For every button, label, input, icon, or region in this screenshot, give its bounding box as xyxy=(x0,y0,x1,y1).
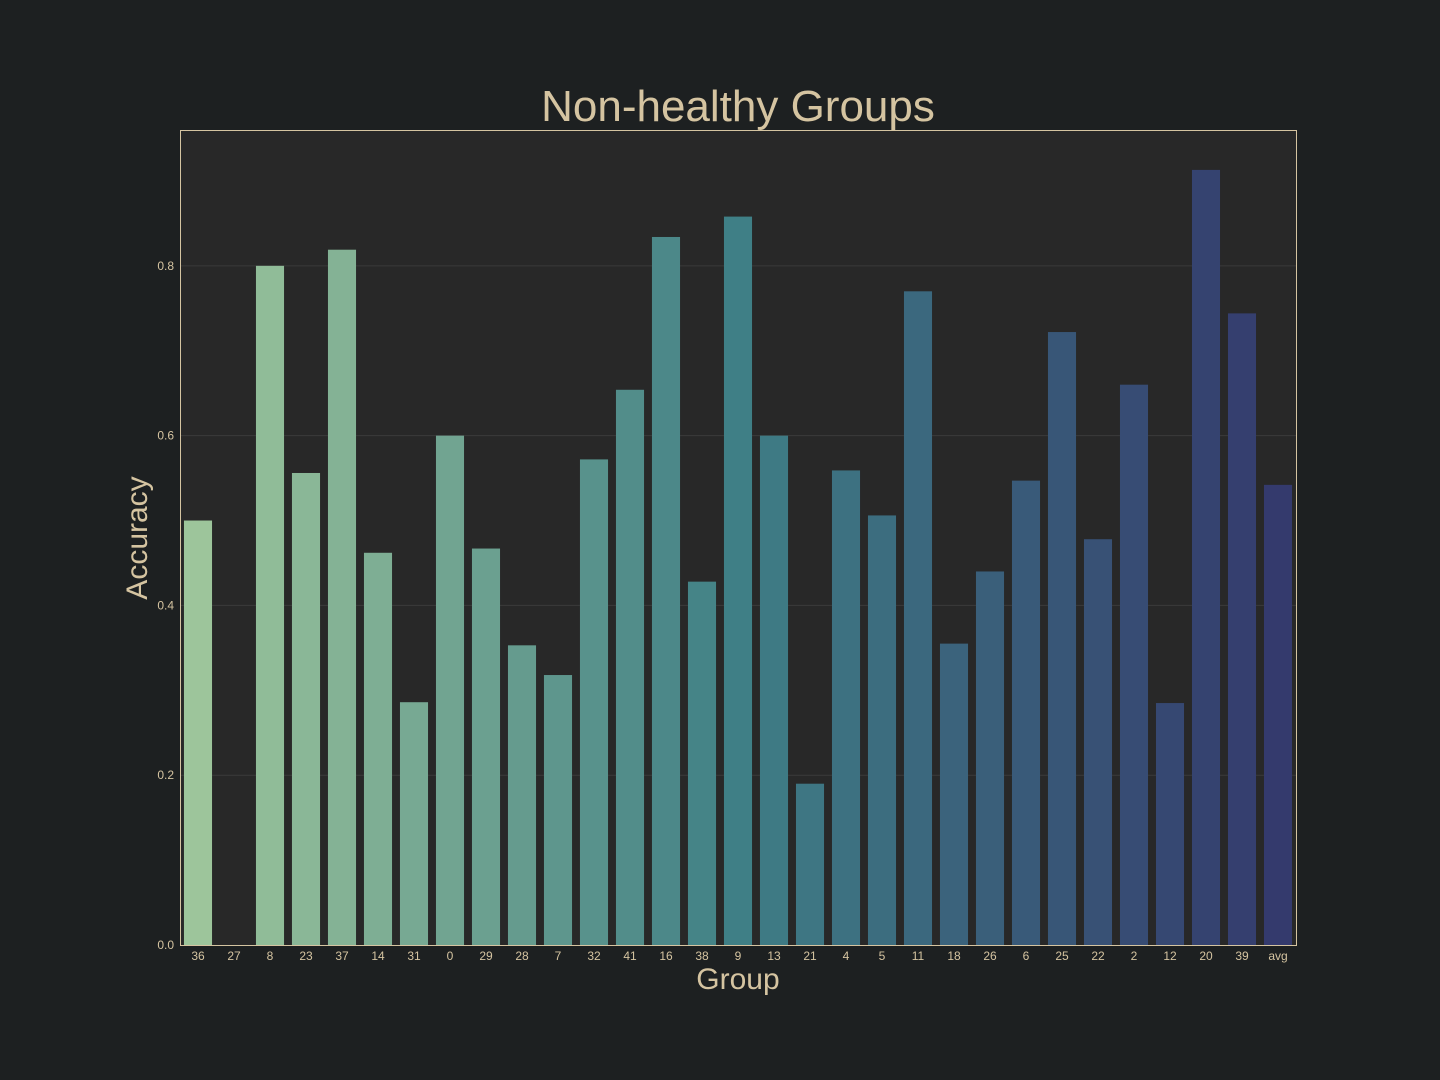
bar-14 xyxy=(363,552,393,945)
bar-12 xyxy=(1155,703,1185,945)
chart-title: Non-healthy Groups xyxy=(541,82,935,131)
bar-13 xyxy=(759,435,789,946)
x-tick-label-2: 2 xyxy=(1131,949,1138,963)
bar-32 xyxy=(579,459,609,945)
x-tick-label-39: 39 xyxy=(1235,949,1249,963)
bar-9 xyxy=(723,216,753,946)
bar-16 xyxy=(651,236,681,946)
x-tick-label-36: 36 xyxy=(191,949,205,963)
x-tick-label-38: 38 xyxy=(695,949,709,963)
x-tick-label-0: 0 xyxy=(447,949,454,963)
bar-25 xyxy=(1047,332,1077,945)
x-tick-label-21: 21 xyxy=(803,949,817,963)
bar-26 xyxy=(975,571,1005,945)
x-tick-label-14: 14 xyxy=(371,949,385,963)
x-tick-label-12: 12 xyxy=(1163,949,1177,963)
x-tick-label-18: 18 xyxy=(947,949,961,963)
bars xyxy=(183,169,1293,946)
bar-7 xyxy=(543,675,573,945)
y-tick-label: 0.8 xyxy=(157,259,174,273)
bar-29 xyxy=(471,548,501,945)
x-tick-label-28: 28 xyxy=(515,949,529,963)
y-tick-label: 0.4 xyxy=(157,598,174,612)
x-axis-label: Group xyxy=(696,963,779,996)
bar-38 xyxy=(687,581,717,945)
x-tick-label-11: 11 xyxy=(912,949,925,963)
x-tick-label-avg: avg xyxy=(1268,949,1287,963)
plot-frame xyxy=(180,130,1297,946)
x-tick-label-13: 13 xyxy=(767,949,781,963)
x-tick-label-16: 16 xyxy=(659,949,673,963)
x-tick-label-7: 7 xyxy=(555,949,562,963)
x-tick-label-29: 29 xyxy=(479,949,493,963)
y-axis-label: Accuracy xyxy=(121,476,154,599)
bar-21 xyxy=(795,783,825,945)
y-axis-ticks: 0.0 0.2 0.4 0.6 0.8 xyxy=(157,259,174,952)
y-tick-label: 0.0 xyxy=(157,938,174,952)
x-tick-label-23: 23 xyxy=(299,949,313,963)
x-tick-label-26: 26 xyxy=(983,949,997,963)
y-tick-label: 0.6 xyxy=(157,429,174,443)
x-tick-label-37: 37 xyxy=(335,949,349,963)
x-tick-label-41: 41 xyxy=(623,949,637,963)
bar-8 xyxy=(255,265,285,946)
x-tick-label-8: 8 xyxy=(267,949,274,963)
x-tick-label-4: 4 xyxy=(843,949,850,963)
bar-41 xyxy=(615,389,645,945)
bar-36 xyxy=(183,520,213,945)
x-tick-label-6: 6 xyxy=(1023,949,1030,963)
x-tick-label-20: 20 xyxy=(1199,949,1213,963)
bar-4 xyxy=(831,470,861,945)
y-tick-label: 0.2 xyxy=(157,768,174,782)
x-tick-label-22: 22 xyxy=(1091,949,1105,963)
bar-11 xyxy=(903,291,933,945)
bar-39 xyxy=(1227,313,1257,946)
bar-18 xyxy=(939,643,969,945)
x-tick-label-27: 27 xyxy=(227,949,241,963)
bar-2 xyxy=(1119,384,1149,945)
x-tick-label-25: 25 xyxy=(1055,949,1069,963)
x-tick-label-32: 32 xyxy=(587,949,601,963)
bar-0 xyxy=(435,435,465,946)
bar-31 xyxy=(399,702,429,945)
bar-22 xyxy=(1083,539,1113,945)
bar-20 xyxy=(1191,169,1221,945)
x-axis-ticks: 36 27 8 23 37 14 31 0 29 28 7 32 41 16 38 9 13 21 4 5 11 18 26… xyxy=(191,949,1287,963)
bar-6 xyxy=(1011,480,1041,945)
x-tick-label-9: 9 xyxy=(735,949,742,963)
bar-28 xyxy=(507,645,537,945)
bar-5 xyxy=(867,515,897,945)
bar-37 xyxy=(327,249,357,945)
bar-23 xyxy=(291,472,321,945)
x-tick-label-31: 31 xyxy=(407,949,421,963)
x-tick-label-5: 5 xyxy=(879,949,886,963)
bar-avg xyxy=(1263,484,1293,945)
